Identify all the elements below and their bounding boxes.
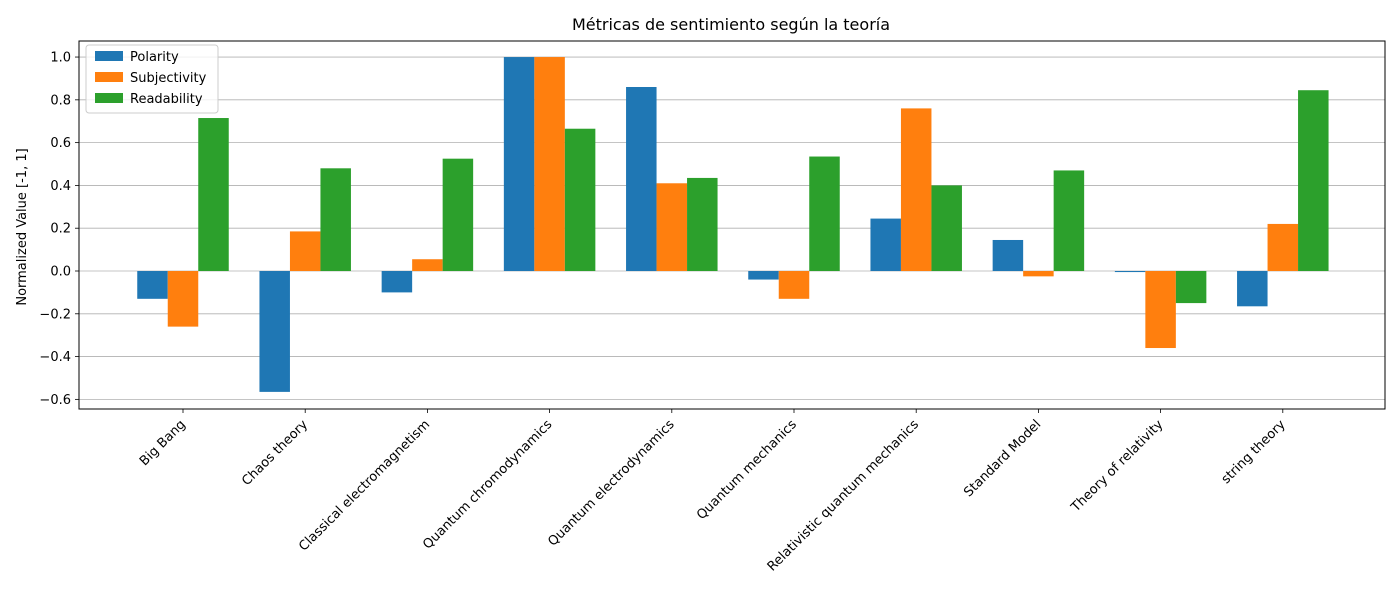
bar-polarity bbox=[381, 271, 413, 293]
y-tick-label: −0.6 bbox=[39, 393, 71, 408]
bar-polarity bbox=[626, 87, 657, 271]
bar-subjectivity bbox=[778, 271, 810, 299]
y-ticks: −0.6 −0.4 −0.2 0.0 0.2 0.4 0.6 0.8 1.0 bbox=[39, 51, 79, 408]
bar-subjectivity bbox=[1023, 271, 1054, 277]
bar-subjectivity bbox=[534, 57, 565, 272]
bar-readability bbox=[809, 156, 840, 271]
legend-label: Subjectivity bbox=[130, 71, 207, 86]
bar-subjectivity bbox=[900, 108, 932, 271]
bar-subjectivity bbox=[656, 183, 688, 271]
y-tick-label: 0.6 bbox=[50, 136, 71, 151]
bar-subjectivity bbox=[1267, 223, 1299, 271]
legend-label: Polarity bbox=[130, 50, 179, 65]
bar-polarity bbox=[1237, 271, 1268, 307]
legend-label: Readability bbox=[130, 92, 203, 107]
bar-readability bbox=[320, 168, 351, 271]
bar-subjectivity bbox=[412, 259, 443, 271]
bar-readability bbox=[1175, 271, 1207, 304]
bar-polarity bbox=[1114, 271, 1146, 273]
y-tick-label: 1.0 bbox=[50, 51, 71, 66]
y-tick-label: −0.4 bbox=[39, 350, 71, 365]
y-tick-label: 0.4 bbox=[50, 179, 71, 194]
bar-readability bbox=[198, 118, 229, 271]
chart-title: Métricas de sentimiento según la teoría bbox=[572, 15, 890, 34]
bar-readability bbox=[687, 177, 718, 271]
y-tick-label: 0.2 bbox=[50, 222, 71, 237]
y-tick-label: 0.8 bbox=[50, 93, 71, 108]
legend-swatch-readability bbox=[95, 93, 123, 103]
bar-polarity bbox=[748, 271, 779, 280]
bar-polarity bbox=[503, 57, 535, 272]
bar-readability bbox=[442, 158, 474, 271]
bar-readability bbox=[931, 185, 962, 271]
legend-swatch-polarity bbox=[95, 51, 123, 61]
bar-readability bbox=[564, 128, 596, 271]
bar-polarity bbox=[870, 218, 901, 271]
y-tick-label: 0.0 bbox=[50, 265, 71, 280]
legend-swatch-subjectivity bbox=[95, 72, 123, 82]
bar-readability bbox=[1053, 170, 1085, 271]
bar-readability bbox=[1298, 90, 1329, 271]
bar-subjectivity bbox=[1145, 271, 1176, 349]
legend: Polarity Subjectivity Readability bbox=[85, 44, 219, 114]
bar-polarity bbox=[992, 239, 1024, 271]
bar-polarity bbox=[259, 271, 290, 392]
y-axis-label: Normalized Value [-1, 1] bbox=[15, 148, 30, 305]
bar-polarity bbox=[137, 271, 168, 299]
bar-subjectivity bbox=[289, 231, 321, 271]
plot-frame bbox=[78, 40, 1386, 410]
y-tick-label: −0.2 bbox=[39, 307, 71, 322]
bar-subjectivity bbox=[167, 271, 199, 327]
bars bbox=[137, 57, 1329, 392]
